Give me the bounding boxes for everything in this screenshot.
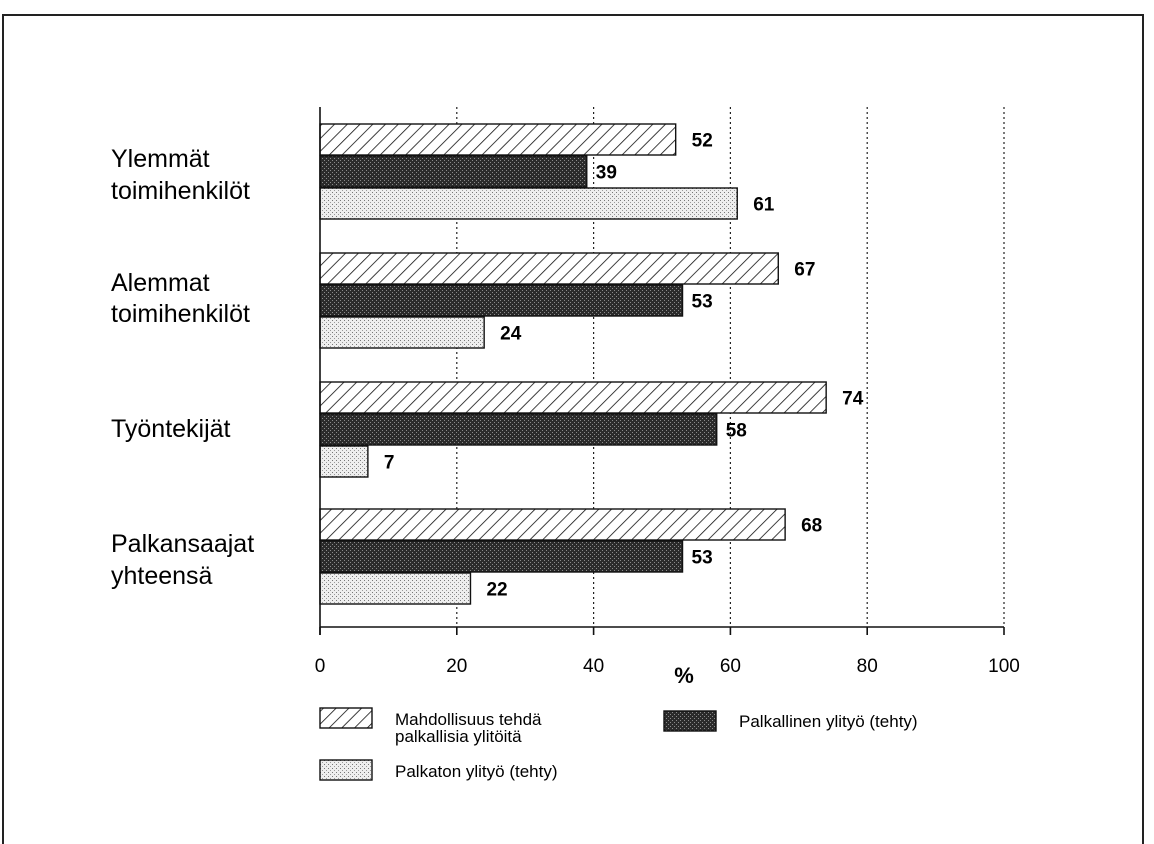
- category-label: Alemmat: [111, 269, 210, 297]
- data-label: 39: [596, 163, 617, 184]
- bar-series2-cat4: [319, 540, 684, 573]
- category-label: toimihenkilöt: [111, 300, 250, 328]
- legend-label: Palkaton ylityö (tehty): [395, 762, 558, 781]
- legend-label: Palkallinen ylityö (tehty): [739, 712, 918, 731]
- data-label: 24: [500, 324, 522, 345]
- data-label: 52: [692, 131, 713, 152]
- bar-series2-cat2: [319, 284, 684, 317]
- bar-series3-cat2: [319, 316, 485, 349]
- category-label: yhteensä: [111, 562, 213, 590]
- data-label: 74: [842, 389, 864, 410]
- legend-label: palkallisia ylitöitä: [395, 727, 522, 746]
- data-label: 58: [726, 421, 747, 442]
- category-labels: Ylemmät toimihenkilöt Alemmat toimihenkilöt…: [111, 145, 254, 590]
- data-label: 7: [384, 453, 395, 474]
- chart-frame: [2, 14, 1144, 844]
- bar-series3-cat1: [319, 187, 738, 220]
- bars: 52 39 61 67 53 24 74 58 7 68 53 22: [319, 123, 864, 605]
- bar-series1-cat4: [319, 508, 786, 541]
- data-label: 22: [486, 580, 507, 601]
- data-label: 61: [753, 195, 775, 216]
- x-axis-label: %: [674, 663, 694, 688]
- legend-swatch: [663, 710, 717, 732]
- category-label: Ylemmät: [111, 145, 210, 173]
- bar-series1-cat1: [319, 123, 677, 156]
- data-label: 68: [801, 516, 822, 537]
- category-label: Työntekijät: [111, 415, 231, 443]
- x-tick-label: 100: [988, 656, 1020, 677]
- bar-series3-cat3: [319, 445, 369, 478]
- bar-series2-cat3: [319, 413, 718, 446]
- x-tick-label: 40: [583, 656, 604, 677]
- category-label: Palkansaajat: [111, 530, 254, 558]
- legend-swatch: [319, 707, 373, 729]
- data-label: 67: [794, 260, 815, 281]
- bar-series1-cat2: [319, 252, 779, 285]
- x-axis: 0 20 40 60 80 100%: [315, 107, 1020, 688]
- x-tick-label: 0: [315, 656, 326, 677]
- bar-series2-cat1: [319, 155, 588, 188]
- x-tick-label: 20: [446, 656, 467, 677]
- category-label: toimihenkilöt: [111, 177, 250, 205]
- legend-swatch: [319, 759, 373, 781]
- x-tick-label: 80: [857, 656, 878, 677]
- bar-series1-cat3: [319, 381, 827, 414]
- data-label: 53: [692, 548, 713, 569]
- legend-label: Mahdollisuus tehdä: [395, 710, 542, 729]
- bar-series3-cat4: [319, 572, 472, 605]
- data-label: 53: [692, 292, 713, 313]
- x-tick-label: 60: [720, 656, 741, 677]
